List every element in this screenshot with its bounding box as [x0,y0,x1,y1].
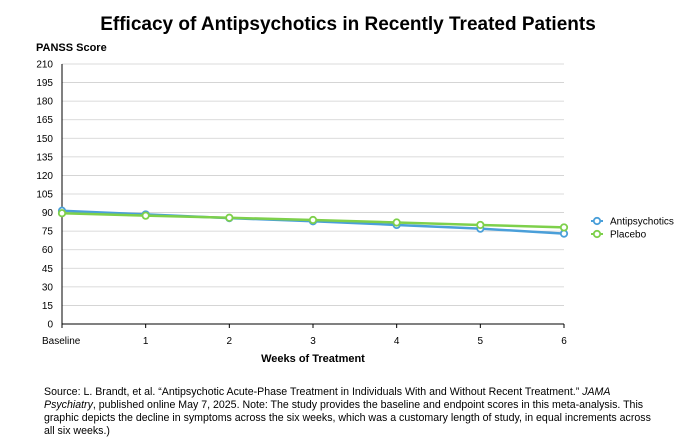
y-tick-label: 135 [36,152,53,163]
y-tick-label: 75 [42,227,54,238]
data-point [141,211,150,220]
x-axis-title: Weeks of Treatment [261,353,365,365]
y-tick-labels: 0 15 30 45 60 75 90 105 120 135 150 165 180 195 210 [36,60,53,331]
data-point [225,213,234,222]
data-point [476,220,485,230]
y-tick-label: 150 [36,134,53,145]
series-group [57,206,569,238]
y-tick-label: 210 [36,60,53,71]
y-tick-label: 90 [42,208,54,219]
legend-label: Placebo [610,230,647,241]
y-tick-label: 60 [42,245,54,256]
x-tick-label: 5 [478,336,484,347]
x-tick-label: 4 [394,336,400,347]
data-point [559,223,569,232]
legend-item: Antipsychotics [591,217,674,228]
chart-title: Efficacy of Antipsychotics in Recently T… [100,14,596,35]
y-tick-label: 0 [47,320,53,331]
data-point [57,209,67,218]
y-tick-label: 105 [36,190,53,201]
data-point [308,215,318,225]
y-tick-label: 180 [36,97,53,108]
x-tick-label: 1 [143,336,149,347]
x-tick-label: 6 [561,336,567,347]
series-placebo [57,209,569,232]
y-tick-label: 165 [36,115,53,126]
legend-label: Antipsychotics [610,217,674,228]
data-point [392,218,401,227]
y-tick-label: 45 [42,264,54,275]
y-tick-label: 15 [42,301,54,312]
legend-item: Placebo [591,230,647,241]
source-journal: JAMA Psychiatry [44,386,611,411]
y-tick-label: 195 [36,78,53,89]
grid [62,63,564,306]
source-prefix: Source: L. Brandt, et al. “Antipsychotic… [44,386,583,398]
y-tick-label: 120 [36,171,53,182]
y-tick-label: 30 [42,282,54,293]
source-suffix: , published online May 7, 2025. Note: Th… [44,399,651,437]
x-tick-label: 3 [310,336,316,347]
legend-swatch-marker [592,216,602,226]
x-tick-label: 2 [227,336,233,347]
x-tick-label: Baseline [42,336,81,347]
legend: Antipsychotics Placebo [591,217,674,241]
x-tick-labels: Baseline 1 2 3 4 5 6 [42,324,567,347]
y-axis-title: PANSS Score [36,42,107,54]
source-note: Source: L. Brandt, et al. “Antipsychotic… [44,386,658,438]
legend-swatch-marker [592,229,602,239]
